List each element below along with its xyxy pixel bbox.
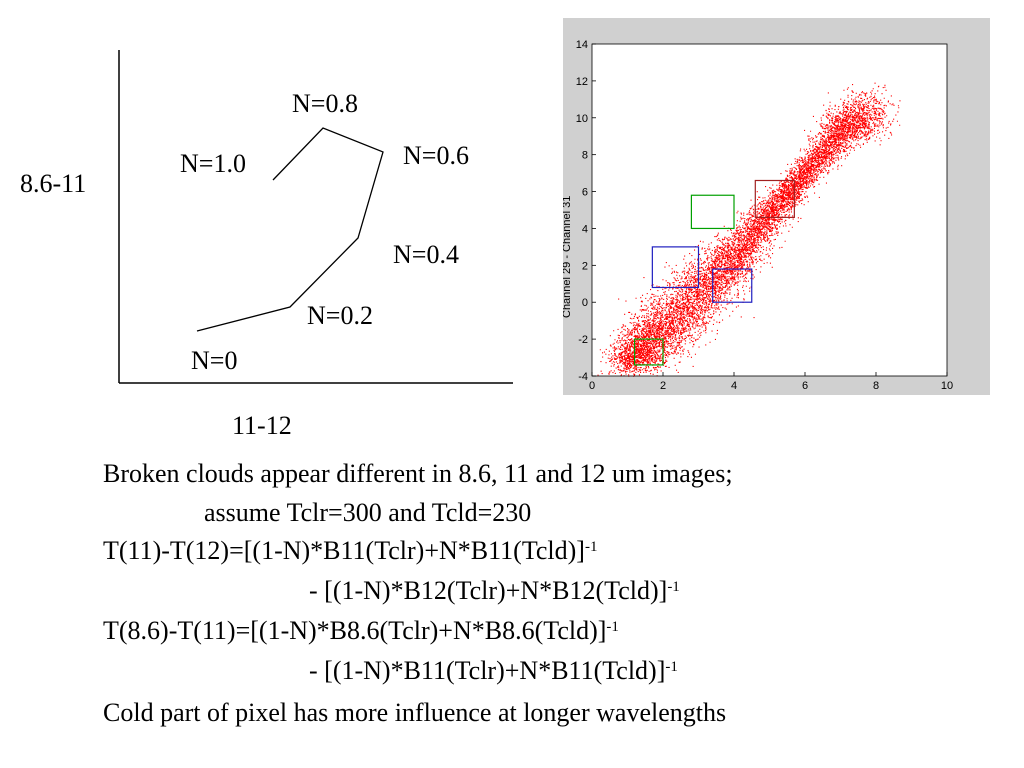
scatter-box-2 [651,246,700,289]
y-tick-label: 0 [582,297,588,309]
y-tick-label: 14 [576,39,588,51]
diagram-point-label-n0: N=0 [191,346,237,375]
text-line-6: - [(1-N)*B11(Tclr)+N*B11(Tcld)]-1 [309,656,678,685]
diagram-x-axis-label: 11-12 [232,411,292,440]
scatter-point-cloud [597,82,901,377]
diagram-point-label-n04: N=0.4 [393,240,459,269]
y-tick-label: 4 [582,223,588,235]
diagram-point-label-n08: N=0.8 [292,89,358,118]
text-line-5: T(8.6)-T(11)=[(1-N)*B8.6(Tclr)+N*B8.6(Tc… [103,616,619,645]
scatter-box-1 [633,338,664,366]
diagram-curve [196,127,384,332]
y-tick-label: 12 [576,76,588,88]
exponent: -1 [584,539,598,555]
scatter-boxes [633,179,795,366]
scatter-plot: 0 2 4 6 8 10 -4 -2 0 2 4 6 8 10 12 14 Channel 29 - Cha… [563,18,990,395]
x-tick-label: 10 [941,380,953,392]
x-tick-label: 0 [589,380,595,392]
exponent: -1 [667,579,680,595]
x-tick-label: 8 [873,380,879,392]
y-tick-label: 6 [582,187,588,199]
cloud-fraction-diagram: N=1.0 N=0.8 N=0.6 N=0.4 N=0.2 N=0 8.6-11… [20,50,513,440]
x-tick-label: 4 [731,380,737,392]
text-line-7: Cold part of pixel has more influence at… [103,698,727,727]
y-tick-label: -2 [578,334,588,346]
exponent: -1 [606,619,619,635]
exponent: -1 [665,659,678,675]
diagram-point-label-n06: N=0.6 [403,141,469,170]
scatter-points [597,82,901,377]
scatter-box-4 [690,194,735,230]
text-line-2: assume Tclr=300 and Tcld=230 [204,498,532,527]
y-tick-label: 10 [576,113,588,125]
scatter-y-axis-label: Channel 29 - Channel 31 [563,196,573,318]
y-tick-label: -4 [578,371,588,383]
diagram-point-label-n02: N=0.2 [307,301,373,330]
scatter-x-ticks: 0 2 4 6 8 10 [589,372,953,392]
text-line-4: - [(1-N)*B12(Tclr)+N*B12(Tcld)]-1 [309,576,680,605]
x-tick-label: 6 [802,380,808,392]
y-tick-label: 2 [582,260,588,272]
diagram-point-label-n10: N=1.0 [180,149,246,178]
scatter-box-5 [754,179,795,218]
scatter-y-ticks: -4 -2 0 2 4 6 8 10 12 14 [576,39,596,383]
text-line-1: Broken clouds appear different in 8.6, 1… [103,459,733,488]
scatter-box-3 [712,268,753,303]
y-tick-label: 8 [582,150,588,162]
scatter-plot-area [592,44,947,376]
diagram-y-axis-label: 8.6-11 [20,169,86,198]
x-tick-label: 2 [660,380,666,392]
text-line-3: T(11)-T(12)=[(1-N)*B11(Tclr)+N*B11(Tcld)… [103,536,598,565]
scatter-plot-border [591,43,948,377]
